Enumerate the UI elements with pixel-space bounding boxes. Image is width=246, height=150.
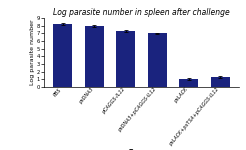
Title: Log parasite number in spleen after challenge: Log parasite number in spleen after chal… <box>53 8 230 17</box>
Bar <box>85 26 104 87</box>
Bar <box>53 24 72 87</box>
Y-axis label: Log parasite number: Log parasite number <box>30 20 35 85</box>
Bar <box>116 31 135 87</box>
Bar <box>179 79 198 87</box>
X-axis label: Groups: Groups <box>127 149 156 150</box>
Bar <box>211 77 230 87</box>
Bar <box>148 33 167 87</box>
